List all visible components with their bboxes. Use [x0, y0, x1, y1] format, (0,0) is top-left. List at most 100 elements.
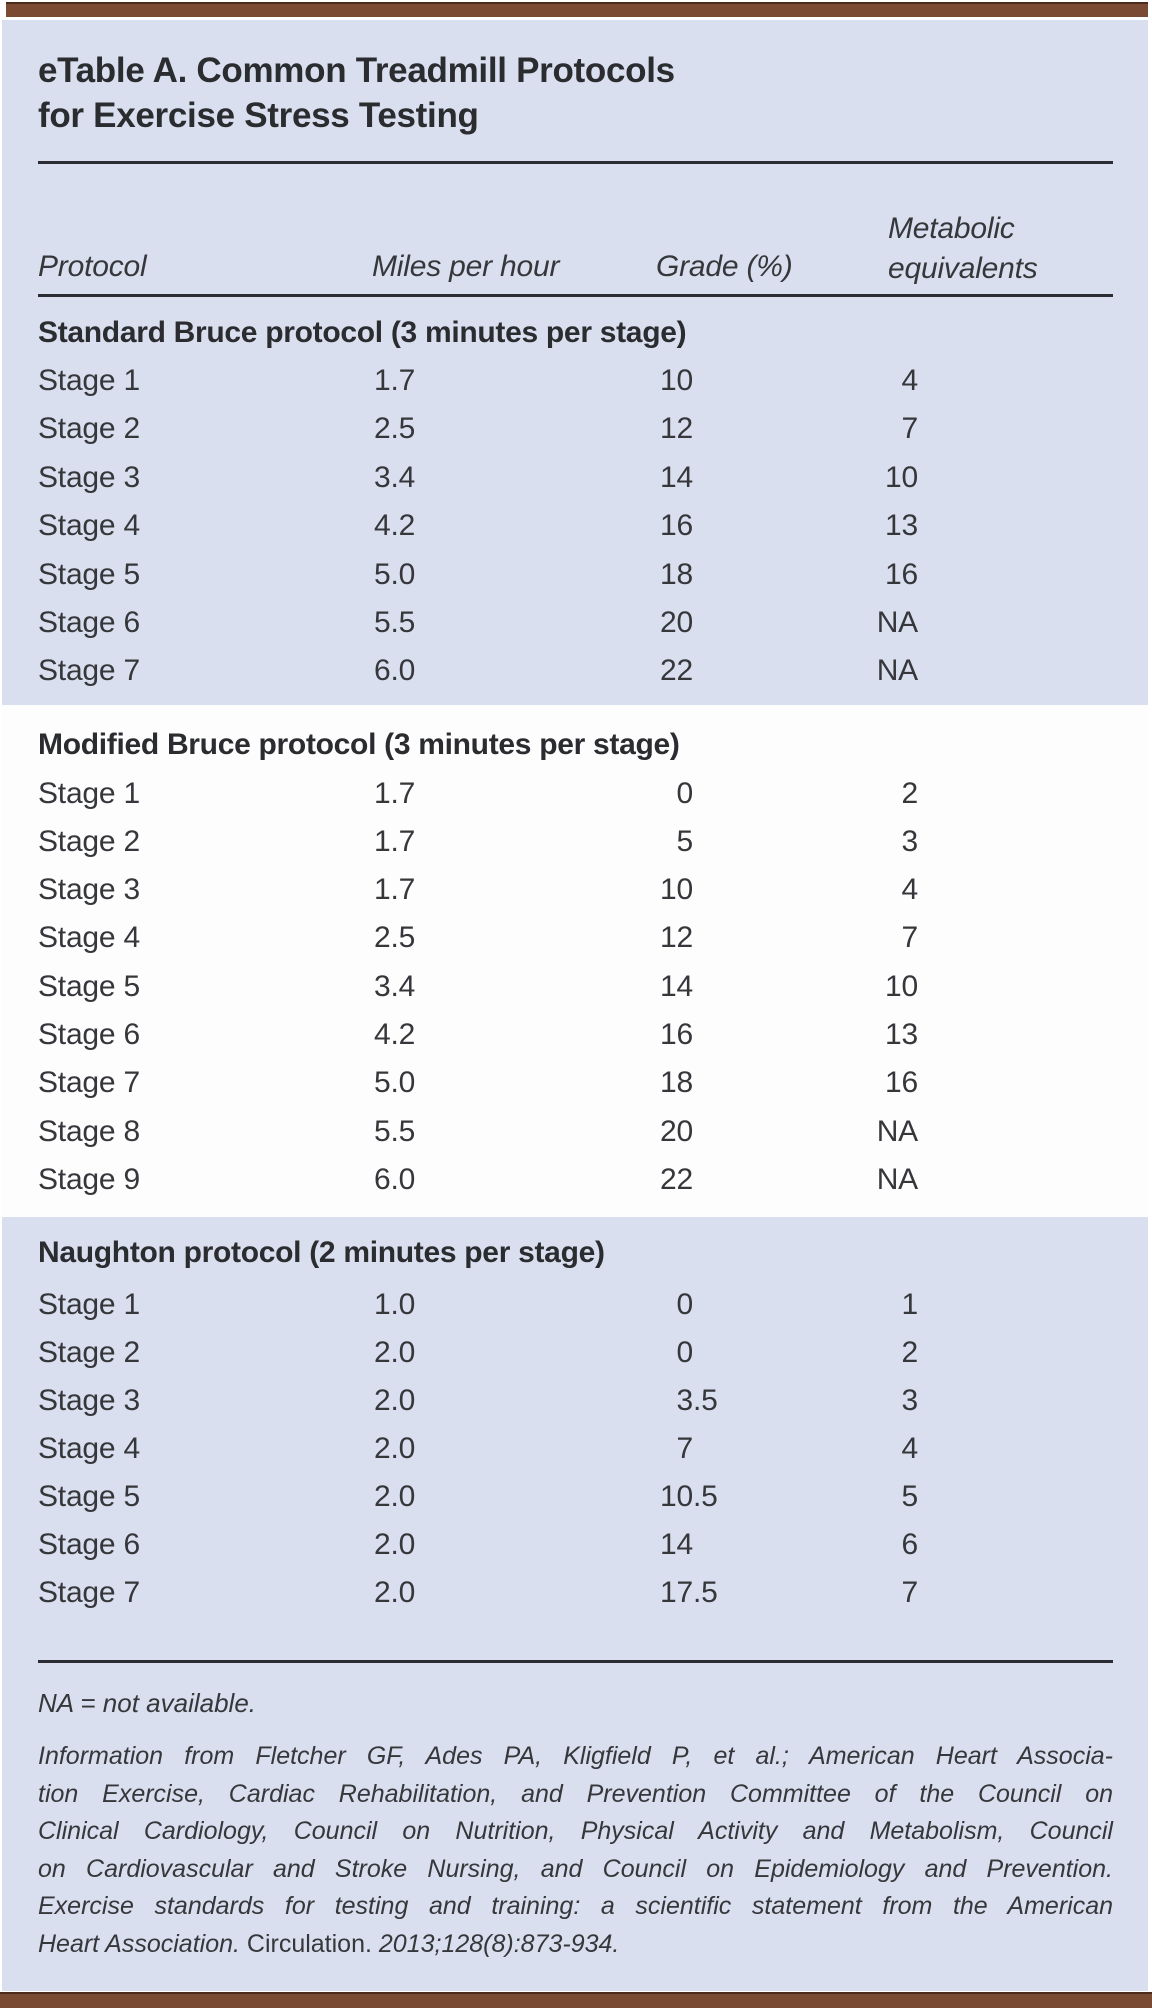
mph-cell: 6.0 — [374, 1163, 416, 1196]
grade-cell: 7 — [676, 1432, 694, 1465]
grade-cell: 5 — [676, 825, 694, 858]
mets-cell: 2 — [901, 1336, 919, 1369]
section-header: Standard Bruce protocol (3 minutes per s… — [38, 316, 687, 349]
mets-cell: 4 — [901, 873, 919, 906]
grade-cell: 14 — [660, 1528, 693, 1561]
protocol-cell: Stage 5 — [38, 558, 141, 591]
mph-cell: 2.0 — [374, 1432, 416, 1465]
grade-cell: 10 — [660, 1480, 693, 1513]
protocol-cell: Stage 2 — [38, 1336, 141, 1369]
grade-cell: 16 — [660, 509, 693, 542]
footnote-line: on Cardiovascular and Stroke Nursing, an… — [38, 1854, 1113, 1883]
mets-cell: 13 — [885, 1018, 918, 1051]
table-title-line-1: eTable A. Common Treadmill Protocols — [38, 51, 675, 90]
protocol-cell: Stage 7 — [38, 1576, 141, 1609]
mets-cell: 4 — [901, 364, 919, 397]
mph-cell: 5.5 — [374, 1115, 416, 1148]
protocol-cell: Stage 2 — [38, 825, 141, 858]
footnote-line: tion Exercise, Cardiac Rehabilitation, a… — [38, 1779, 1113, 1808]
grade-cell: 20 — [660, 606, 693, 639]
grade-cell-decimal: .5 — [693, 1576, 718, 1609]
grade-cell: 10 — [660, 364, 693, 397]
section-header: Modified Bruce protocol (3 minutes per s… — [38, 728, 680, 761]
mets-cell: 10 — [885, 970, 918, 1003]
abbreviation-note: NA = not available. — [38, 1688, 257, 1718]
footnote-line: Clinical Cardiology, Council on Nutritio… — [38, 1817, 1113, 1845]
grade-cell: 20 — [660, 1115, 693, 1148]
footnote-last-line: Heart Association. Circulation. 2013;128… — [38, 1926, 1113, 1964]
grade-cell: 12 — [660, 412, 693, 445]
mets-cell: 16 — [885, 1066, 918, 1099]
mph-cell: 2.0 — [374, 1384, 416, 1417]
grade-cell: 0 — [676, 1288, 694, 1321]
mph-cell: 2.5 — [374, 412, 416, 445]
mets-cell: NA — [876, 654, 918, 687]
protocol-cell: Stage 8 — [38, 1115, 141, 1148]
section-header: Naughton protocol (2 minutes per stage) — [38, 1236, 605, 1269]
protocol-cell: Stage 4 — [38, 1432, 141, 1465]
column-header-mets-line-1: Metabolic — [888, 212, 1015, 245]
grade-cell: 22 — [660, 654, 693, 687]
mets-cell: 10 — [885, 461, 918, 494]
grade-cell: 16 — [660, 1018, 693, 1051]
mph-cell: 1.7 — [374, 777, 416, 810]
column-header-protocol: Protocol — [38, 250, 147, 283]
mph-cell: 1.7 — [374, 873, 416, 906]
protocol-cell: Stage 5 — [38, 1480, 141, 1513]
mph-cell: 1.0 — [374, 1288, 416, 1321]
source-footnote: Information from Fletcher GF, Ades PA, K… — [38, 1738, 1113, 1963]
grade-cell: 18 — [660, 558, 693, 591]
mph-cell: 3.4 — [374, 970, 416, 1003]
mph-cell: 1.7 — [374, 364, 416, 397]
mets-cell: 16 — [885, 558, 918, 591]
mph-cell: 4.2 — [374, 509, 416, 542]
protocol-cell: Stage 3 — [38, 461, 141, 494]
protocol-cell: Stage 3 — [38, 1384, 141, 1417]
title-divider-rule — [38, 161, 1113, 164]
protocol-cell: Stage 9 — [38, 1163, 141, 1196]
mets-cell: 4 — [901, 1432, 919, 1465]
mph-cell: 5.0 — [374, 558, 416, 591]
mets-cell: 2 — [901, 777, 919, 810]
protocol-cell: Stage 6 — [38, 1528, 141, 1561]
mets-cell: 5 — [901, 1480, 919, 1513]
protocol-cell: Stage 7 — [38, 1066, 141, 1099]
footer-divider-rule — [38, 1660, 1113, 1663]
bottom-accent-bar — [0, 1992, 1152, 2008]
mets-cell: 6 — [901, 1528, 919, 1561]
grade-cell: 18 — [660, 1066, 693, 1099]
mets-cell: 7 — [901, 921, 919, 954]
mets-cell: 13 — [885, 509, 918, 542]
header-divider-rule — [38, 294, 1113, 297]
protocol-cell: Stage 7 — [38, 654, 141, 687]
protocol-cell: Stage 4 — [38, 921, 141, 954]
mets-cell: NA — [876, 606, 918, 639]
mets-cell: 3 — [901, 1384, 919, 1417]
modified-section-band — [2, 705, 1148, 1217]
column-header-mets-line-2: equivalents — [888, 252, 1038, 285]
grade-cell: 22 — [660, 1163, 693, 1196]
table-title: eTable A. Common Treadmill Protocols for… — [38, 48, 938, 138]
mph-cell: 1.7 — [374, 825, 416, 858]
grade-cell-decimal: .5 — [693, 1480, 718, 1513]
mph-cell: 2.5 — [374, 921, 416, 954]
protocol-cell: Stage 3 — [38, 873, 141, 906]
footnote-citation-volume: 2013;128(8):873-934. — [371, 1929, 620, 1958]
mph-cell: 5.0 — [374, 1066, 416, 1099]
protocol-cell: Stage 4 — [38, 509, 141, 542]
column-header-metabolic-equivalents: Metabolic equivalents — [888, 209, 1038, 289]
table-title-line-2: for Exercise Stress Testing — [38, 96, 479, 135]
protocol-cell: Stage 6 — [38, 1018, 141, 1051]
protocol-cell: Stage 5 — [38, 970, 141, 1003]
mph-cell: 5.5 — [374, 606, 416, 639]
grade-cell-decimal: .5 — [693, 1384, 718, 1417]
mph-cell: 3.4 — [374, 461, 416, 494]
footnote-citation-authors: Heart Association. — [38, 1929, 247, 1958]
grade-cell: 12 — [660, 921, 693, 954]
mph-cell: 2.0 — [374, 1528, 416, 1561]
grade-cell: 10 — [660, 873, 693, 906]
top-accent-bar — [6, 2, 1148, 17]
mets-cell: 3 — [901, 825, 919, 858]
mph-cell: 2.0 — [374, 1576, 416, 1609]
mph-cell: 6.0 — [374, 654, 416, 687]
